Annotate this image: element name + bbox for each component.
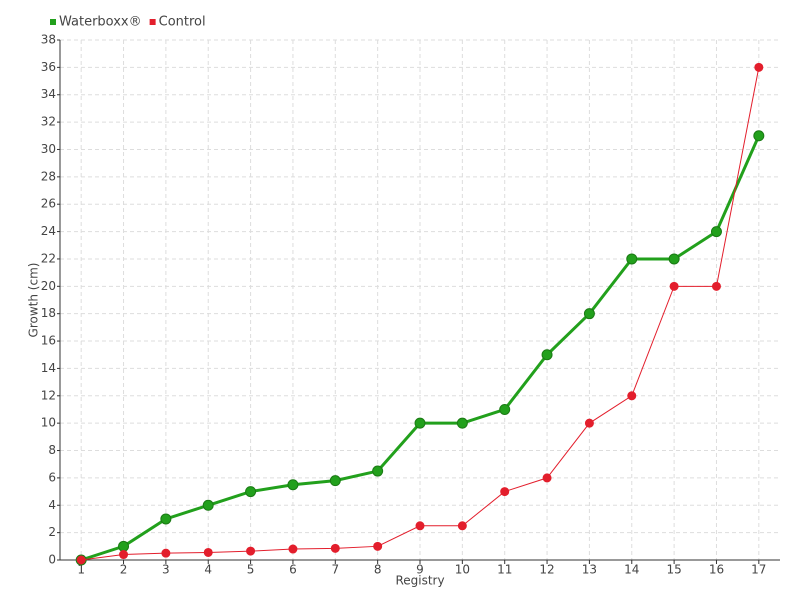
y-tick-label: 12 bbox=[41, 388, 56, 402]
data-point bbox=[119, 550, 129, 560]
x-tick-label: 17 bbox=[751, 563, 766, 577]
data-point bbox=[329, 475, 341, 487]
x-tick-label: 10 bbox=[455, 563, 470, 577]
y-tick-label: 30 bbox=[41, 142, 56, 156]
y-tick-label: 36 bbox=[41, 60, 56, 74]
y-tick-label: 8 bbox=[48, 443, 56, 457]
y-tick-label: 26 bbox=[41, 197, 56, 211]
y-tick-label: 14 bbox=[41, 361, 56, 375]
x-tick-label: 15 bbox=[666, 563, 681, 577]
x-tick-label: 4 bbox=[204, 563, 212, 577]
data-point bbox=[76, 555, 86, 565]
x-tick-label: 1 bbox=[77, 563, 85, 577]
x-tick-label: 5 bbox=[247, 563, 255, 577]
y-tick-label: 38 bbox=[41, 33, 56, 47]
y-tick-label: 10 bbox=[41, 416, 56, 430]
data-point bbox=[499, 403, 511, 415]
x-tick-label: 2 bbox=[120, 563, 128, 577]
legend-label: Control bbox=[159, 15, 206, 30]
y-tick-label: 32 bbox=[41, 115, 56, 129]
y-tick-label: 4 bbox=[48, 498, 56, 512]
data-point bbox=[627, 391, 637, 401]
data-point bbox=[202, 499, 214, 511]
y-tick-label: 22 bbox=[41, 251, 56, 265]
data-point bbox=[245, 486, 257, 498]
data-point bbox=[710, 226, 722, 238]
data-point bbox=[246, 546, 256, 556]
y-tick-label: 18 bbox=[41, 306, 56, 320]
data-point bbox=[457, 521, 467, 531]
data-point bbox=[583, 308, 595, 320]
y-axis-label: Growth (cm) bbox=[27, 263, 41, 338]
data-point bbox=[414, 417, 426, 429]
y-tick-label: 2 bbox=[48, 525, 56, 539]
x-tick-label: 14 bbox=[624, 563, 639, 577]
legend-swatch bbox=[50, 19, 56, 25]
data-point bbox=[415, 521, 425, 531]
x-tick-label: 13 bbox=[582, 563, 597, 577]
data-point bbox=[753, 130, 765, 142]
y-tick-label: 28 bbox=[41, 169, 56, 183]
legend-swatch bbox=[149, 19, 156, 25]
y-tick-label: 20 bbox=[41, 279, 56, 293]
data-point bbox=[584, 418, 594, 428]
data-point bbox=[542, 473, 552, 483]
data-point bbox=[118, 540, 130, 552]
data-point bbox=[669, 281, 679, 291]
data-point bbox=[626, 253, 638, 265]
data-point bbox=[330, 543, 340, 553]
data-point bbox=[203, 547, 213, 557]
y-tick-label: 6 bbox=[48, 470, 56, 484]
y-tick-label: 34 bbox=[41, 87, 56, 101]
data-point bbox=[711, 281, 721, 291]
x-tick-label: 12 bbox=[539, 563, 554, 577]
data-point bbox=[456, 417, 468, 429]
x-tick-label: 7 bbox=[331, 563, 339, 577]
data-point bbox=[668, 253, 680, 265]
data-point bbox=[541, 349, 553, 361]
data-point bbox=[500, 487, 510, 497]
data-point bbox=[288, 544, 298, 554]
y-tick-label: 16 bbox=[41, 334, 56, 348]
y-tick-label: 24 bbox=[41, 224, 56, 238]
x-tick-label: 8 bbox=[374, 563, 382, 577]
legend-label: Waterboxx® bbox=[59, 15, 142, 30]
data-point bbox=[373, 541, 383, 551]
data-point bbox=[160, 513, 172, 525]
x-tick-label: 3 bbox=[162, 563, 170, 577]
x-axis-label: Registry bbox=[395, 574, 444, 588]
data-point bbox=[372, 465, 384, 477]
y-tick-label: 0 bbox=[48, 553, 56, 567]
x-tick-label: 6 bbox=[289, 563, 297, 577]
x-tick-label: 11 bbox=[497, 563, 512, 577]
data-point bbox=[161, 548, 171, 558]
data-point bbox=[754, 62, 764, 72]
x-tick-label: 16 bbox=[709, 563, 724, 577]
x-tick-label: 9 bbox=[416, 563, 424, 577]
data-point bbox=[287, 479, 299, 491]
